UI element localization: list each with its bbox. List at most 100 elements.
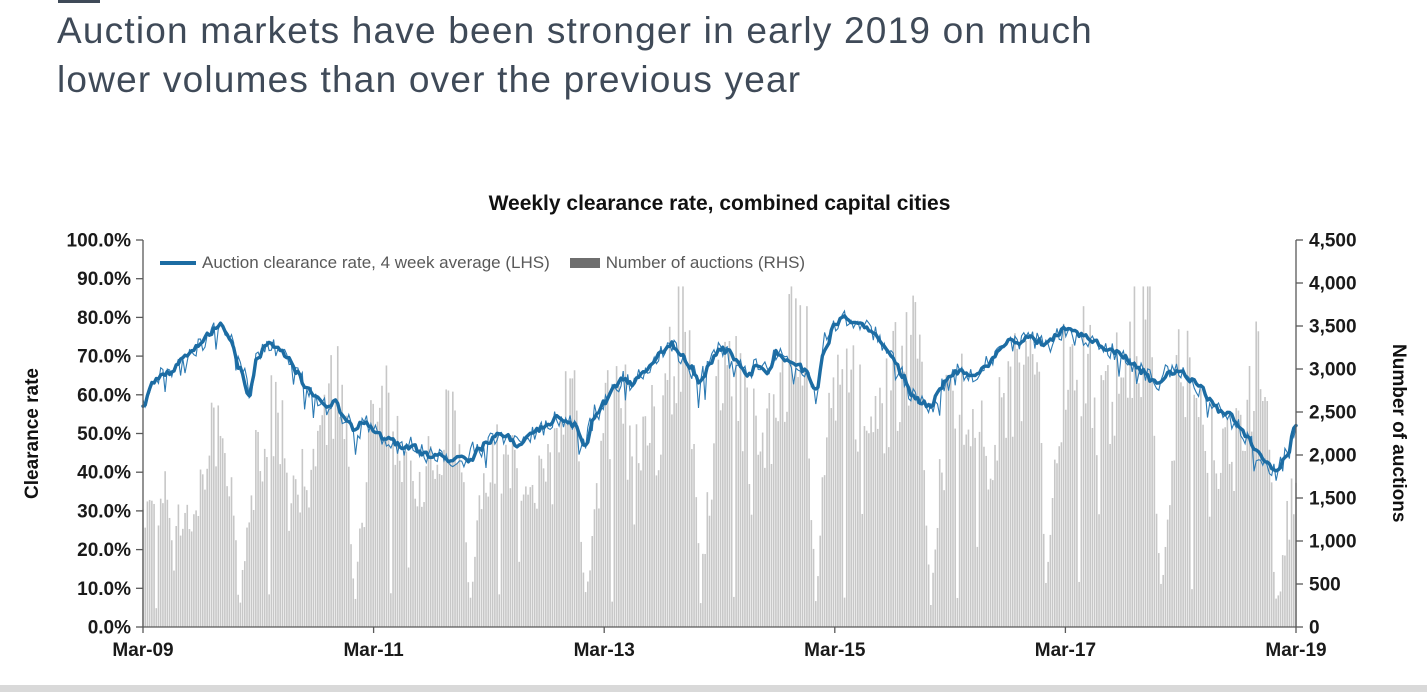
left-axis-tick-label: 70.0% (77, 347, 131, 368)
auction-volume-bar (1020, 421, 1023, 627)
auction-volume-bar (606, 370, 609, 627)
auction-volume-bar (350, 544, 352, 627)
auction-volume-bar (927, 564, 930, 627)
auction-volume-bar (288, 530, 290, 627)
auction-volume-bar (562, 434, 565, 627)
auction-volume-bar (1113, 435, 1116, 627)
left-axis-tick-label: 90.0% (77, 269, 131, 290)
auction-volume-bar (224, 453, 226, 627)
auction-volume-bar (374, 430, 377, 627)
auction-volume-bar (916, 358, 919, 627)
auction-volume-bar (604, 382, 607, 627)
auction-volume-bar (531, 484, 534, 627)
auction-volume-bar (381, 385, 383, 627)
auction-volume-bar (445, 389, 447, 627)
auction-volume-bar (688, 330, 691, 627)
auction-volume-bar (1045, 582, 1047, 627)
auction-volume-bar (615, 366, 618, 627)
auction-volume-bar (626, 479, 629, 627)
auction-volume-bar (613, 388, 616, 627)
auction-volume-bar (726, 365, 729, 627)
right-axis-tick-label: 3,500 (1309, 317, 1357, 338)
auction-volume-bar (166, 499, 169, 627)
auction-volume-bar (1027, 356, 1030, 627)
auction-volume-bar (248, 522, 251, 627)
auction-volume-bar (144, 527, 147, 627)
auction-volume-bar (352, 578, 355, 627)
auction-volume-bar (750, 514, 753, 627)
auction-volume-bar (786, 411, 788, 627)
auction-volume-bar (1034, 374, 1036, 627)
auction-volume-bar (228, 496, 231, 627)
auction-volume-bar (241, 569, 244, 627)
auction-volume-bar (1058, 446, 1060, 627)
auction-volume-bar (817, 576, 819, 627)
bar-series-swatch (569, 258, 600, 268)
auction-volume-bar (1107, 365, 1109, 627)
auction-volume-bar (1211, 404, 1213, 627)
auction-volume-bar (969, 446, 972, 627)
auction-volume-bar (564, 371, 567, 627)
auction-volume-bar (1082, 306, 1085, 627)
auction-volume-bar (1047, 561, 1049, 627)
auction-volume-bar (440, 475, 443, 627)
auction-volume-bar (938, 459, 941, 627)
auction-volume-bar (217, 405, 220, 627)
auction-volume-bar (766, 408, 768, 627)
auction-volume-bar (1155, 513, 1158, 627)
auction-volume-bar (989, 478, 992, 627)
auction-volume-bar (646, 445, 649, 627)
auction-volume-bar (1275, 598, 1277, 627)
auction-volume-bar (1053, 459, 1056, 627)
auction-volume-bar (1233, 490, 1235, 627)
auction-volume-bar (837, 354, 839, 627)
auction-volume-bar (618, 386, 620, 627)
auction-volume-bar (323, 394, 326, 627)
auction-volume-bar (443, 449, 445, 627)
auction-volume-bar (710, 499, 713, 627)
page-title-line2: lower volumes than over the previous yea… (57, 59, 802, 100)
auction-volume-bar (635, 424, 638, 627)
auction-volume-bar (390, 593, 392, 627)
auction-volume-bar (1000, 397, 1003, 627)
auction-volume-bar (261, 481, 264, 627)
auction-volume-bar (1122, 377, 1125, 627)
right-axis-tick-label: 1,000 (1309, 532, 1357, 553)
auction-volume-bar (706, 492, 709, 627)
auction-volume-bar (870, 416, 872, 627)
auction-volume-bar (361, 522, 363, 627)
auction-volume-bar (336, 346, 339, 627)
auction-volume-bar (277, 412, 279, 627)
auction-volume-bar (872, 432, 875, 627)
auction-volume-bar (746, 387, 748, 627)
auction-volume-bar (474, 556, 476, 627)
left-axis-tick-label: 10.0% (77, 579, 131, 600)
auction-volume-bar (719, 410, 722, 627)
auction-volume-bar (578, 461, 580, 627)
auction-volume-bar (1098, 514, 1100, 627)
auction-volume-bar (910, 334, 912, 627)
auction-volume-bar (753, 388, 755, 627)
auction-volume-bar (587, 581, 589, 627)
auction-volume-bar (1003, 393, 1005, 627)
auction-volume-bar (980, 400, 983, 627)
auction-volume-bar (657, 470, 660, 627)
auction-volume-bar (983, 446, 985, 627)
auction-volume-bar (452, 391, 454, 627)
auction-volume-bar (290, 503, 293, 627)
auction-volume-bar (1149, 286, 1151, 627)
clearance-rate-4wk-average-line (141, 314, 1298, 473)
auction-volume-bar (553, 428, 556, 627)
auction-volume-bar (921, 361, 923, 627)
auction-volume-bar (168, 517, 171, 627)
auction-volume-bar (810, 520, 813, 627)
auction-volume-bar (544, 481, 547, 627)
auction-volume-bar (1266, 401, 1269, 627)
auction-volume-bar (1281, 555, 1284, 627)
auction-volume-bar (1080, 416, 1083, 627)
auction-volume-bar (438, 473, 441, 627)
auction-volume-bar (834, 420, 837, 627)
auction-volume-bar (164, 471, 166, 627)
auction-volume-bar (491, 442, 494, 627)
auction-volume-bar (529, 487, 532, 627)
